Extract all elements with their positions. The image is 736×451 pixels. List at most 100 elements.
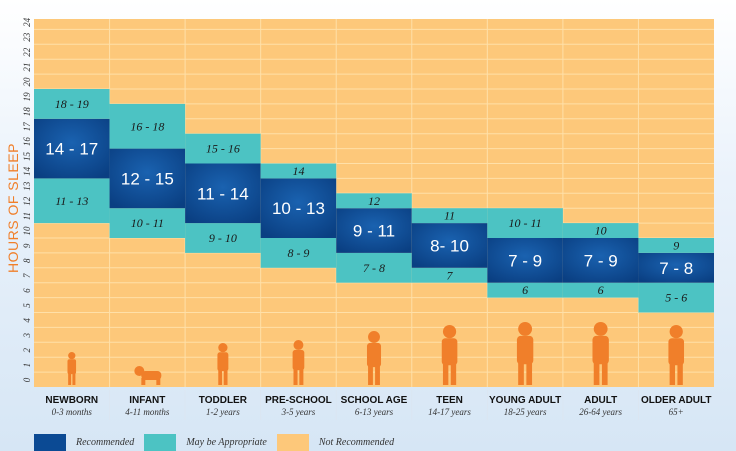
person-silhouette-icon xyxy=(217,343,229,385)
bar-rec-5 xyxy=(411,223,488,268)
y-tick-label: 10 xyxy=(22,226,32,236)
bar-label-rec: 7 - 8 xyxy=(659,259,693,278)
category-label: SCHOOL AGE xyxy=(341,395,408,406)
bar-rec-1 xyxy=(109,148,186,209)
bar-label-high: 11 xyxy=(444,209,455,223)
y-tick-label: 0 xyxy=(22,377,32,382)
bar-rec-3 xyxy=(260,178,337,238)
category-label: TODDLER xyxy=(199,395,248,406)
legend-label-recommended: Recommended xyxy=(76,437,135,448)
person-silhouette-icon xyxy=(441,325,458,385)
category-age: 18-25 years xyxy=(504,407,547,417)
y-tick-label: 12 xyxy=(22,196,32,206)
bar-low-7 xyxy=(562,282,639,298)
bar-label-low: 7 xyxy=(447,268,454,282)
y-tick-label: 1 xyxy=(22,363,32,368)
bar-label-low: 7 - 8 xyxy=(363,261,385,275)
y-tick-label: 22 xyxy=(22,47,32,57)
y-tick-label: 8 xyxy=(22,258,32,263)
legend-swatch-recommended xyxy=(34,434,66,451)
person-silhouette-icon xyxy=(134,366,162,385)
bar-label-high: 16 - 18 xyxy=(130,119,164,133)
y-tick-label: 14 xyxy=(22,166,32,176)
bar-label-rec: 10 - 13 xyxy=(272,199,325,218)
bar-high-1 xyxy=(109,103,186,149)
y-tick-label: 15 xyxy=(22,152,32,162)
y-tick-label: 20 xyxy=(22,77,32,87)
y-tick-label: 11 xyxy=(22,212,32,220)
y-tick-label: 23 xyxy=(22,32,32,42)
bar-label-rec: 14 - 17 xyxy=(45,140,98,159)
category-age: 65+ xyxy=(669,407,684,417)
bar-label-low: 9 - 10 xyxy=(209,231,237,245)
category-age: 6-13 years xyxy=(355,407,394,417)
bar-high-2 xyxy=(185,133,261,164)
y-tick-label: 21 xyxy=(22,63,32,72)
category-age: 1-2 years xyxy=(206,407,240,417)
person-silhouette-icon xyxy=(592,322,609,385)
bar-label-high: 10 - 11 xyxy=(509,216,542,230)
bar-label-rec: 7 - 9 xyxy=(584,251,618,270)
bar-label-low: 6 xyxy=(598,283,604,297)
bar-label-rec: 8- 10 xyxy=(430,236,469,255)
person-silhouette-icon xyxy=(67,352,77,385)
bar-high-3 xyxy=(260,163,337,179)
y-tick-label: 3 xyxy=(22,333,32,339)
bar-high-0 xyxy=(34,89,110,119)
y-tick-label: 24 xyxy=(22,17,32,27)
bar-high-7 xyxy=(562,223,639,238)
legend: Recommended May be Appropriate Not Recom… xyxy=(34,434,404,451)
y-axis-label: HOURS OF SLEEP xyxy=(5,143,21,273)
bar-label-high: 12 xyxy=(368,194,380,208)
category-label: PRE-SCHOOL xyxy=(265,395,332,406)
y-tick-label: 6 xyxy=(22,288,32,293)
bar-label-high: 14 xyxy=(292,164,304,178)
bar-low-2 xyxy=(185,223,261,253)
bar-low-4 xyxy=(336,252,412,283)
bar-low-8 xyxy=(638,282,714,313)
y-tick-label: 7 xyxy=(22,273,32,278)
person-silhouette-icon xyxy=(292,340,305,385)
y-tick-label: 19 xyxy=(22,92,32,102)
legend-label-not-recommended: Not Recommended xyxy=(318,437,395,448)
category-age: 3-5 years xyxy=(281,407,316,417)
bar-label-low: 10 - 11 xyxy=(131,216,164,230)
y-tick-label: 2 xyxy=(22,347,32,352)
category-age: 26-64 years xyxy=(579,407,622,417)
bar-label-high: 9 xyxy=(673,238,679,252)
bar-label-rec: 7 - 9 xyxy=(508,251,542,270)
category-age: 4-11 months xyxy=(125,407,170,417)
category-label: ADULT xyxy=(584,395,617,406)
y-tick-label: 13 xyxy=(22,181,32,191)
y-tick-label: 16 xyxy=(22,137,32,147)
y-tick-label: 4 xyxy=(22,318,32,323)
y-tick-label: 9 xyxy=(22,243,32,248)
bar-rec-2 xyxy=(185,163,261,224)
category-age: 14-17 years xyxy=(428,407,471,417)
bar-label-low: 11 - 13 xyxy=(55,194,88,208)
legend-swatch-not-recommended xyxy=(276,434,309,451)
category-label: YOUNG ADULT xyxy=(489,395,561,406)
bar-label-rec: 12 - 15 xyxy=(121,169,174,188)
bar-label-high: 15 - 16 xyxy=(206,142,240,156)
bar-label-rec: 11 - 14 xyxy=(197,184,249,203)
bar-rec-0 xyxy=(34,118,110,179)
category-label: TEEN xyxy=(436,395,463,406)
bar-high-8 xyxy=(638,238,714,253)
bar-label-low: 8 - 9 xyxy=(287,246,309,260)
bar-high-6 xyxy=(487,208,563,238)
bar-rec-8 xyxy=(638,252,714,283)
bar-high-4 xyxy=(336,193,412,209)
y-tick-label: 17 xyxy=(22,122,32,132)
bar-label-low: 6 xyxy=(522,283,528,297)
person-silhouette-icon xyxy=(516,322,534,385)
bar-low-1 xyxy=(109,208,186,238)
category-label: OLDER ADULT xyxy=(641,395,712,406)
bar-label-rec: 9 - 11 xyxy=(353,222,395,241)
bar-low-0 xyxy=(34,178,110,224)
legend-swatch-may-be-appropriate xyxy=(144,434,177,451)
category-age: 0-3 months xyxy=(52,407,93,417)
bar-label-high: 10 xyxy=(595,224,607,238)
bar-low-3 xyxy=(260,238,337,268)
